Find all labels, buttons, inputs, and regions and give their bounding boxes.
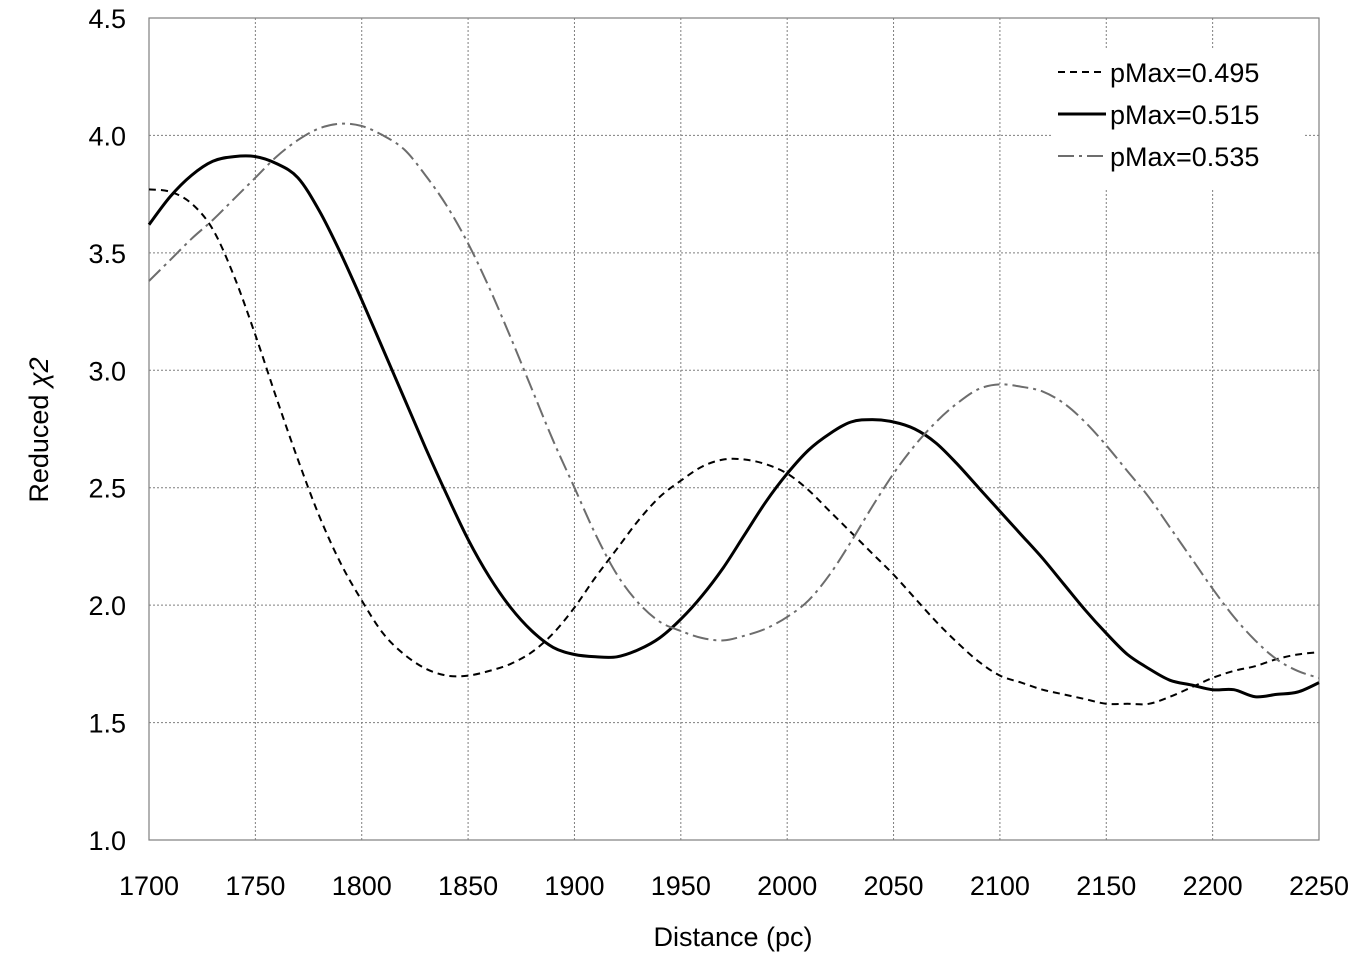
x-tick-label: 2100 <box>970 871 1030 901</box>
x-tick-label: 2050 <box>864 871 924 901</box>
legend-label-1: pMax=0.495 <box>1110 58 1259 88</box>
y-tick-label: 2.5 <box>88 474 126 504</box>
y-tick-label: 3.0 <box>88 356 126 386</box>
x-axis-title: Distance (pc) <box>653 922 812 952</box>
legend: pMax=0.495 pMax=0.515 pMax=0.535 <box>1052 48 1304 188</box>
y-tick-label: 1.0 <box>88 826 126 856</box>
x-tick-label: 2200 <box>1183 871 1243 901</box>
x-tick-label: 1850 <box>438 871 498 901</box>
legend-label-2: pMax=0.515 <box>1110 100 1259 130</box>
y-tick-label: 4.0 <box>88 121 126 151</box>
y-tick-label: 1.5 <box>88 709 126 739</box>
series-line-3 <box>148 122 1320 679</box>
x-tick-labels: 1700 1750 1800 1850 1900 1950 2000 2050 2100 2150… <box>119 871 1349 901</box>
x-tick-label: 2150 <box>1076 871 1136 901</box>
series-line-1 <box>148 188 1320 706</box>
y-tick-label: 4.5 <box>88 4 126 34</box>
x-tick-label: 1800 <box>332 871 392 901</box>
y-axis-title-symbol: χ2 <box>24 357 54 389</box>
x-tick-label: 1950 <box>651 871 711 901</box>
y-tick-labels: 1.0 1.5 2.0 2.5 3.0 3.5 4.0 4.5 <box>88 4 126 856</box>
x-tick-label: 1900 <box>544 871 604 901</box>
x-tick-label: 2000 <box>757 871 817 901</box>
y-axis-title-text: Reduced <box>24 387 54 503</box>
series-layer <box>147 122 1320 706</box>
x-tick-label: 1750 <box>225 871 285 901</box>
y-tick-label: 2.0 <box>88 591 126 621</box>
legend-label-3: pMax=0.535 <box>1110 142 1259 172</box>
series-line-2 <box>147 154 1320 699</box>
x-tick-label: 1700 <box>119 871 179 901</box>
y-tick-label: 3.5 <box>88 239 126 269</box>
y-axis-title: Reduced χ2 <box>24 357 54 502</box>
plot-frame <box>148 17 1320 841</box>
x-tick-label: 2250 <box>1289 871 1349 901</box>
